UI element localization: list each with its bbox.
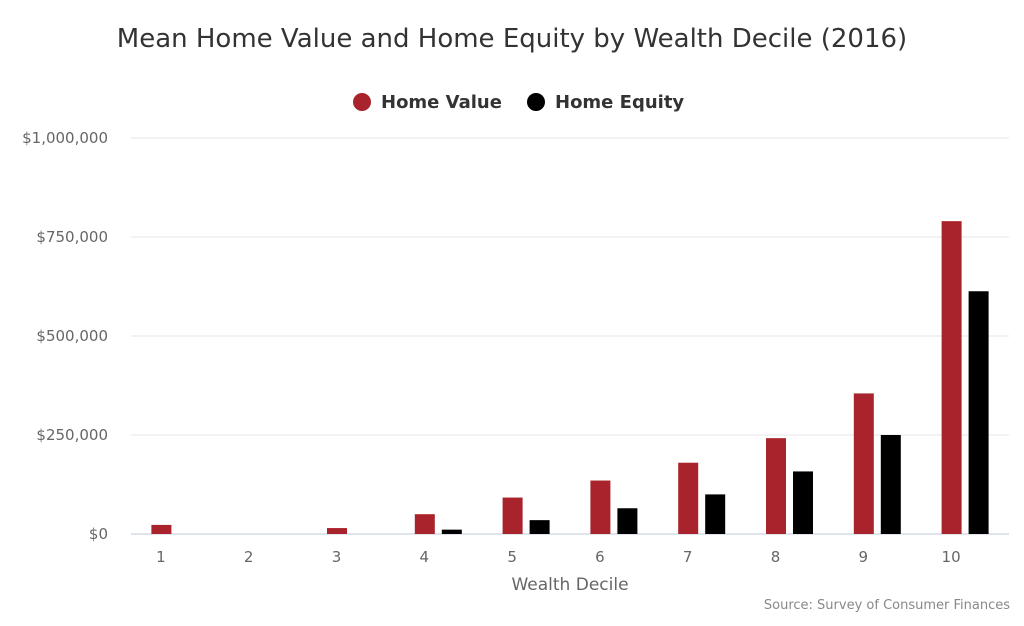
y-tick-label: $250,000 — [36, 426, 108, 444]
bar-home-value — [502, 497, 523, 534]
legend-marker-home-value — [353, 93, 371, 111]
x-tick-label: 8 — [771, 548, 781, 566]
bar-home-value — [151, 524, 172, 534]
bar-home-value — [766, 438, 786, 534]
source-note: Source: Survey of Consumer Finances — [764, 598, 1010, 613]
x-tick-label: 5 — [507, 548, 517, 566]
bar-home-equity — [705, 494, 726, 534]
bar-home-equity — [880, 435, 901, 534]
y-tick-label: $0 — [89, 525, 108, 543]
x-tick-label: 3 — [332, 548, 342, 566]
bar-home-value — [590, 480, 611, 534]
bar-home-value — [327, 528, 347, 534]
gridlines — [131, 137, 1009, 535]
chart-title: Mean Home Value and Home Equity by Wealt… — [117, 24, 907, 54]
bar-home-value — [853, 393, 874, 534]
bar-home-equity — [617, 508, 638, 534]
legend-label-home-equity: Home Equity — [555, 92, 684, 113]
x-tick-label: 1 — [156, 548, 166, 566]
x-tick-label: 9 — [859, 548, 869, 566]
x-tick-label: 10 — [942, 548, 961, 566]
y-axis: $0 $250,000 $500,000 $750,000 $1,000,000 — [22, 129, 108, 543]
x-tick-label: 7 — [683, 548, 693, 566]
bar-home-value — [678, 462, 699, 534]
y-tick-label: $1,000,000 — [22, 129, 108, 147]
bar-home-equity — [793, 471, 813, 534]
y-tick-label: $500,000 — [36, 327, 108, 345]
x-tick-label: 2 — [244, 548, 254, 566]
x-axis: 1 2 3 4 5 6 7 8 9 10 — [156, 548, 961, 566]
x-tick-label: 4 — [420, 548, 430, 566]
bar-home-equity — [441, 529, 462, 534]
legend-label-home-value: Home Value — [381, 92, 502, 113]
bar-home-value — [414, 514, 435, 534]
legend: Home Value Home Equity — [353, 92, 684, 113]
bars — [151, 221, 989, 534]
x-tick-label: 6 — [595, 548, 605, 566]
y-tick-label: $750,000 — [36, 228, 108, 246]
bar-home-equity — [968, 291, 989, 534]
bar-home-equity — [529, 520, 550, 534]
bar-home-value — [941, 221, 962, 534]
legend-marker-home-equity — [527, 93, 545, 111]
x-axis-title: Wealth Decile — [511, 575, 628, 595]
